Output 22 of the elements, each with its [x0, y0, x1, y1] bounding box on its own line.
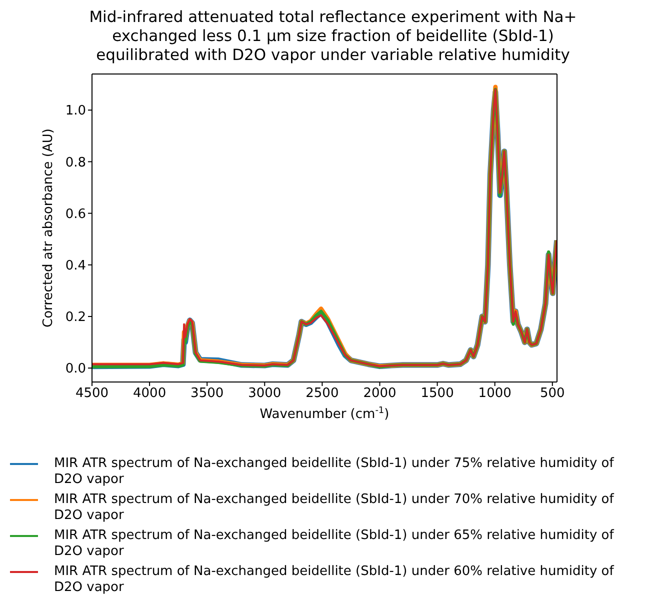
x-tick-label: 2500	[306, 386, 339, 402]
x-tick-label: 1500	[420, 386, 454, 402]
x-tick-label: 4500	[75, 386, 109, 402]
chart-title: Mid-infrared attenuated total reflectance experiment with Na+ exchanged less 0.1 µm size fraction of beidellite (SbId-1) equilibrated with D2O vapor under variable relative humidity	[88, 8, 578, 65]
legend-label: MIR ATR spectrum of Na-exchanged beidellite (SbId-1) under 75% relative humidity of D2O vapor	[54, 456, 616, 488]
x-tick-label: 4000	[133, 386, 166, 402]
legend-label: MIR ATR spectrum of Na-exchanged beidellite (SbId-1) under 65% relative humidity of D2O vapor	[54, 528, 616, 560]
x-tick-label: 500	[540, 386, 565, 402]
y-tick-label: 0.0	[65, 362, 86, 377]
x-tick-label: 1000	[478, 386, 512, 402]
legend-label: MIR ATR spectrum of Na-exchanged beidellite (SbId-1) under 70% relative humidity of D2O vapor	[54, 492, 616, 524]
legend-label: MIR ATR spectrum of Na-exchanged beidellite (SbId-1) under 60% relative humidity of D2O vapor	[54, 564, 616, 596]
y-tick-label: 0.2	[65, 310, 86, 326]
x-tick-label: 3500	[190, 386, 224, 402]
y-tick-label: 1.0	[65, 104, 86, 119]
y-tick-label: 0.4	[65, 258, 86, 274]
x-tick-label: 3000	[248, 386, 282, 402]
x-tick-label: 2000	[363, 386, 396, 402]
y-tick-label: 0.6	[65, 206, 86, 222]
y-tick-label: 0.8	[65, 155, 86, 170]
x-axis-title: Wavenumber (cm$^{-1}$)	[260, 406, 390, 422]
y-axis-title: Corrected atr absorbance (AU)	[41, 128, 56, 328]
